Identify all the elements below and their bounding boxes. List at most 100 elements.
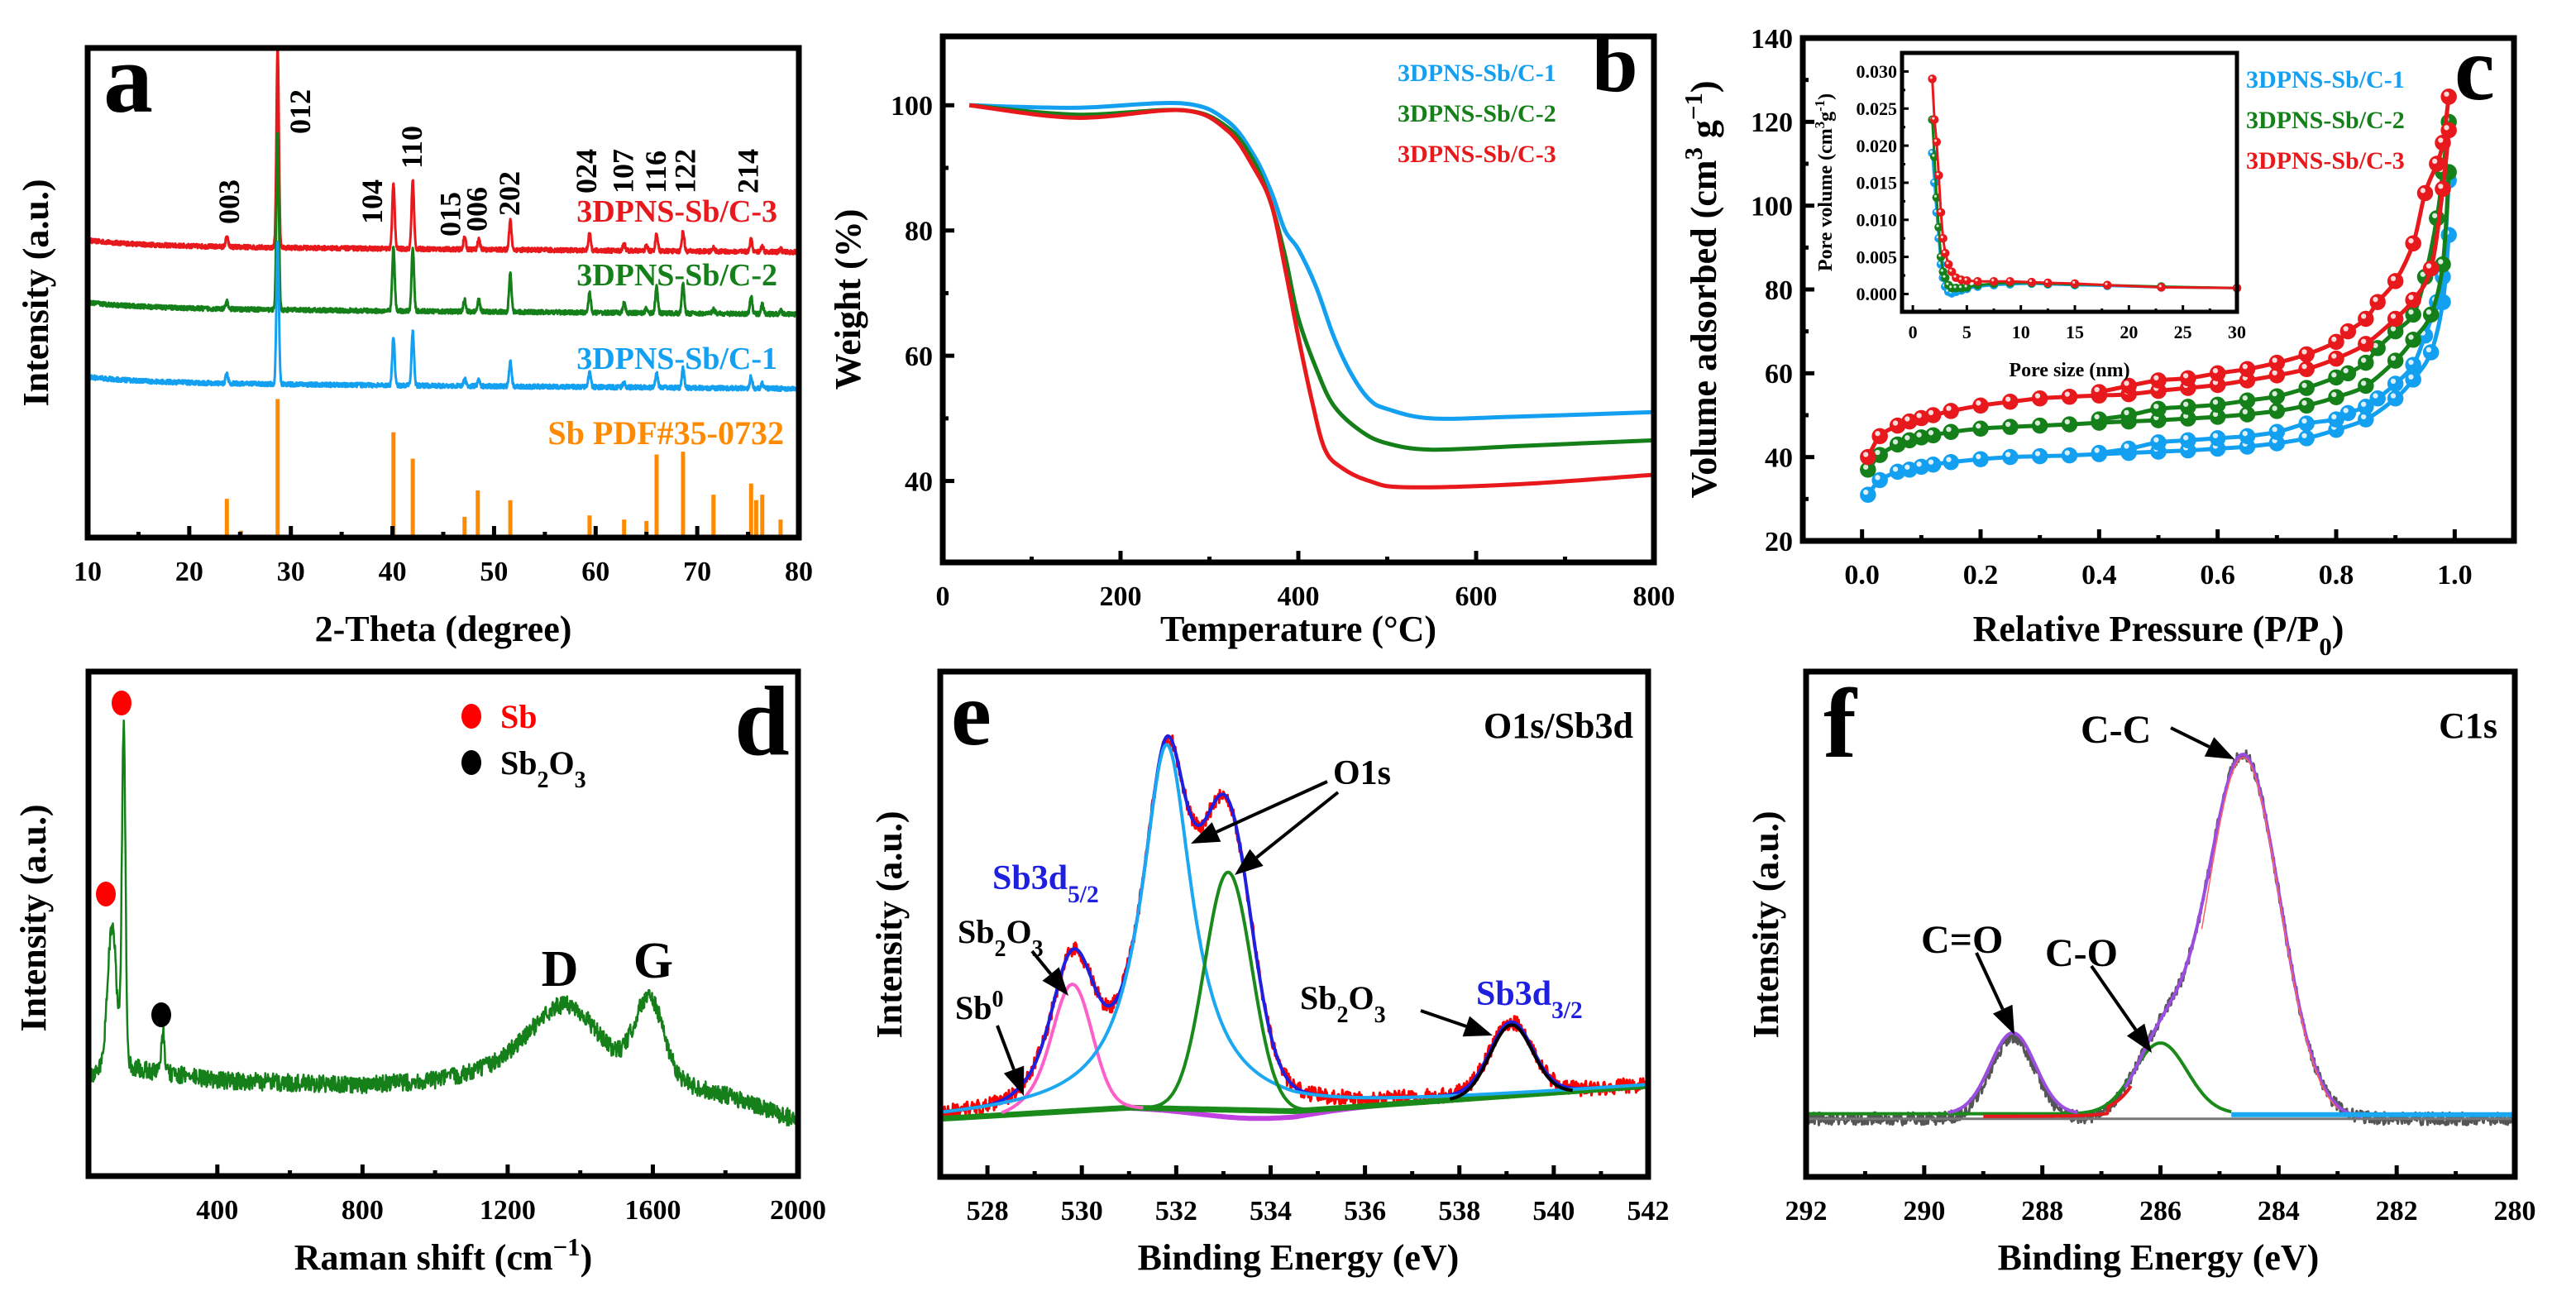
data-point xyxy=(1943,423,1959,441)
panel-letter: c xyxy=(2454,18,2495,119)
data-point xyxy=(2061,447,2078,464)
data-point-highlight xyxy=(2390,393,2397,399)
legend-entry: Sb2O3 xyxy=(500,744,586,793)
data-point xyxy=(1943,403,1959,419)
o1s-component-2 xyxy=(1147,870,1319,1112)
y-tick-label: 0.015 xyxy=(1857,173,1898,194)
y-axis-label-part: Weight (%) xyxy=(828,209,868,390)
data-point-highlight xyxy=(2373,393,2378,399)
data-point-highlight xyxy=(1905,416,1910,422)
data-point-highlight xyxy=(1991,279,1995,282)
data-point xyxy=(2180,370,2196,387)
sb3d32-label-part: 3/2 xyxy=(1551,997,1583,1024)
data-point-highlight xyxy=(2431,213,2438,218)
x-tick-label: 0.4 xyxy=(2081,560,2117,591)
data-point-highlight xyxy=(2331,414,2337,420)
xrd-series-line xyxy=(86,241,801,393)
sb0-arrow xyxy=(996,1025,1025,1096)
x-tick-label: 70 xyxy=(683,557,711,587)
x-axis-label-part: 2-Theta (degree) xyxy=(315,609,572,649)
x-axis-label-part: Raman shift (cm xyxy=(294,1237,553,1278)
data-point-highlight xyxy=(2301,382,2307,389)
data-point xyxy=(1860,448,1876,466)
data-point xyxy=(2429,155,2445,172)
x-tick-label: 0 xyxy=(1909,322,1918,342)
x-tick-label: 290 xyxy=(1903,1196,1945,1227)
data-point xyxy=(2031,417,2048,434)
y-tick-label: 120 xyxy=(1751,108,1793,138)
arrow-head xyxy=(1462,1016,1493,1037)
data-point xyxy=(2268,354,2286,371)
data-point-highlight xyxy=(2124,409,2129,415)
data-point xyxy=(1962,276,1971,285)
data-point-highlight xyxy=(1928,459,1934,465)
x-tick-label: 538 xyxy=(1438,1196,1480,1227)
inset-pore-size-distribution: 0 5 10 15 20 25 30 0.000 0.005 0.010 0.015 0.020 0.0… xyxy=(1812,50,2246,381)
y-axis-label-part: -1 xyxy=(1812,100,1828,112)
x-axis-label-part: ) xyxy=(581,1237,593,1278)
data-point-highlight xyxy=(1932,179,1935,183)
data-point-highlight xyxy=(2331,391,2337,398)
peak-label: 024 xyxy=(570,149,603,194)
data-point-highlight xyxy=(2034,420,2041,426)
data-point xyxy=(2268,423,2286,441)
data-point xyxy=(2387,273,2404,289)
x-tick-label: 0 xyxy=(936,581,950,612)
sb3d32-component xyxy=(1449,1023,1574,1101)
data-point xyxy=(1941,273,1950,282)
data-point-highlight xyxy=(2212,433,2219,438)
data-point-highlight xyxy=(2272,357,2277,363)
arrow-head xyxy=(1042,967,1068,996)
data-point-highlight xyxy=(1929,76,1933,79)
o1s-component-1 xyxy=(939,743,1649,1114)
data-point-highlight xyxy=(2373,296,2378,303)
data-point xyxy=(1871,428,1888,445)
data-point xyxy=(2157,283,2166,292)
x-tick-label: 10 xyxy=(74,557,102,587)
c-o-component xyxy=(1805,1041,2232,1116)
data-point-highlight xyxy=(1975,279,1978,282)
data-point xyxy=(1941,248,1950,258)
data-point xyxy=(2422,260,2440,277)
x-tick-label: 0.8 xyxy=(2319,560,2354,591)
data-point-highlight xyxy=(2242,409,2248,414)
data-point-highlight xyxy=(1949,285,1952,289)
peak-label: 214 xyxy=(732,149,765,194)
data-point-highlight xyxy=(1892,466,1899,472)
x-tick-label: 400 xyxy=(196,1195,238,1226)
sb-peak-marker xyxy=(112,691,131,715)
data-point xyxy=(1989,276,1999,286)
x-tick-label: 600 xyxy=(1455,581,1498,612)
y-tick-label: 100 xyxy=(891,91,933,122)
data-point xyxy=(1924,427,1942,444)
data-point-highlight xyxy=(2438,137,2444,143)
data-point xyxy=(2002,394,2019,410)
inset-background xyxy=(1902,53,2237,312)
data-point-highlight xyxy=(1928,430,1934,436)
data-point xyxy=(2369,294,2386,310)
data-point-highlight xyxy=(1946,405,1952,411)
data-point xyxy=(2339,323,2357,340)
data-point-highlight xyxy=(2420,188,2425,194)
data-point-highlight xyxy=(2094,414,2100,420)
sb2o3-label-part: Sb xyxy=(958,913,995,950)
sb3d52-label: Sb3d5/2 xyxy=(992,859,1099,908)
data-point-highlight xyxy=(2408,237,2414,244)
data-point-highlight xyxy=(2373,342,2378,348)
data-point-highlight xyxy=(2301,418,2307,424)
x-tick-label: 2000 xyxy=(770,1195,826,1226)
data-point xyxy=(1928,74,1937,84)
legend-entry-part: Sb xyxy=(500,744,538,782)
x-tick-label: 10 xyxy=(2012,322,2030,342)
data-point-highlight xyxy=(1862,489,1869,495)
arrow-shaft xyxy=(1255,791,1340,859)
y-tick-label: 80 xyxy=(1765,275,1793,306)
data-point xyxy=(2070,279,2080,289)
arrow-head xyxy=(1992,1004,2014,1035)
x-axis-label-part: Binding Energy (eV) xyxy=(1998,1237,2320,1278)
c-double-o-component xyxy=(1947,1031,2079,1115)
panel-letter: a xyxy=(103,23,153,133)
data-point-highlight xyxy=(2425,309,2432,315)
